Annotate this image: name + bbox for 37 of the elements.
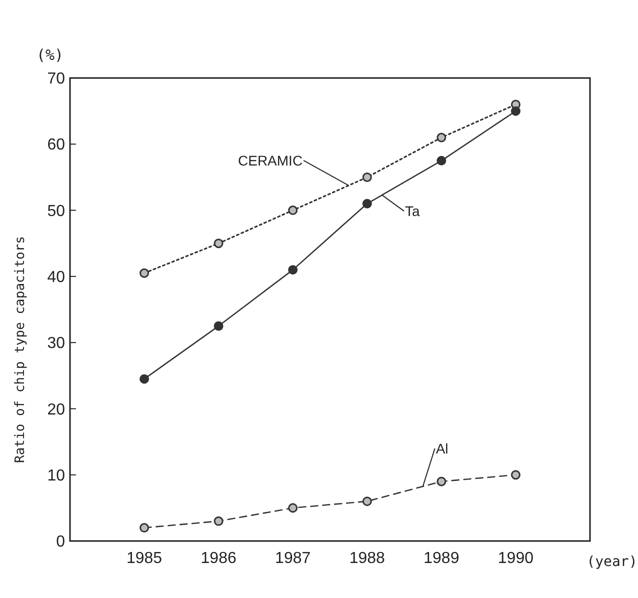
point [214, 238, 224, 248]
point [362, 172, 372, 182]
point [140, 268, 150, 278]
y-tick-label: 30 [47, 335, 66, 352]
point [510, 470, 520, 480]
x-tick-label: 1986 [200, 550, 236, 567]
point [140, 374, 150, 384]
point [362, 496, 372, 506]
series-label: Ta [405, 202, 420, 219]
series-label: Al [436, 440, 448, 456]
point [140, 523, 150, 533]
point [436, 156, 446, 166]
x-axis-title: (year) [586, 554, 638, 570]
point [436, 476, 446, 486]
y-tick-label: 70 [47, 70, 66, 88]
y-tick-label: 0 [56, 534, 66, 551]
point [288, 265, 298, 275]
x-tick-label: 1988 [349, 550, 386, 567]
y-tick-label: 50 [47, 202, 66, 220]
text: CERAMIC [238, 152, 303, 168]
y-axis-title: Ratio of chip type capacitors [13, 236, 28, 463]
text: (%) [36, 46, 64, 64]
point [436, 132, 446, 142]
x-tick-label: 1989 [424, 550, 460, 567]
point [288, 206, 298, 216]
x-tick-label: 1990 [498, 550, 534, 567]
point [362, 198, 372, 208]
x-tick-label: 1987 [275, 550, 311, 567]
y-tick-label: 40 [47, 269, 66, 286]
y-tick-label: 20 [47, 401, 66, 418]
point [510, 106, 520, 116]
x-tick-label: 1985 [126, 550, 162, 567]
point [214, 516, 224, 526]
point [288, 503, 298, 513]
y-tick-label: 10 [47, 467, 66, 484]
y-tick-label: 60 [47, 136, 66, 154]
point [214, 321, 224, 331]
